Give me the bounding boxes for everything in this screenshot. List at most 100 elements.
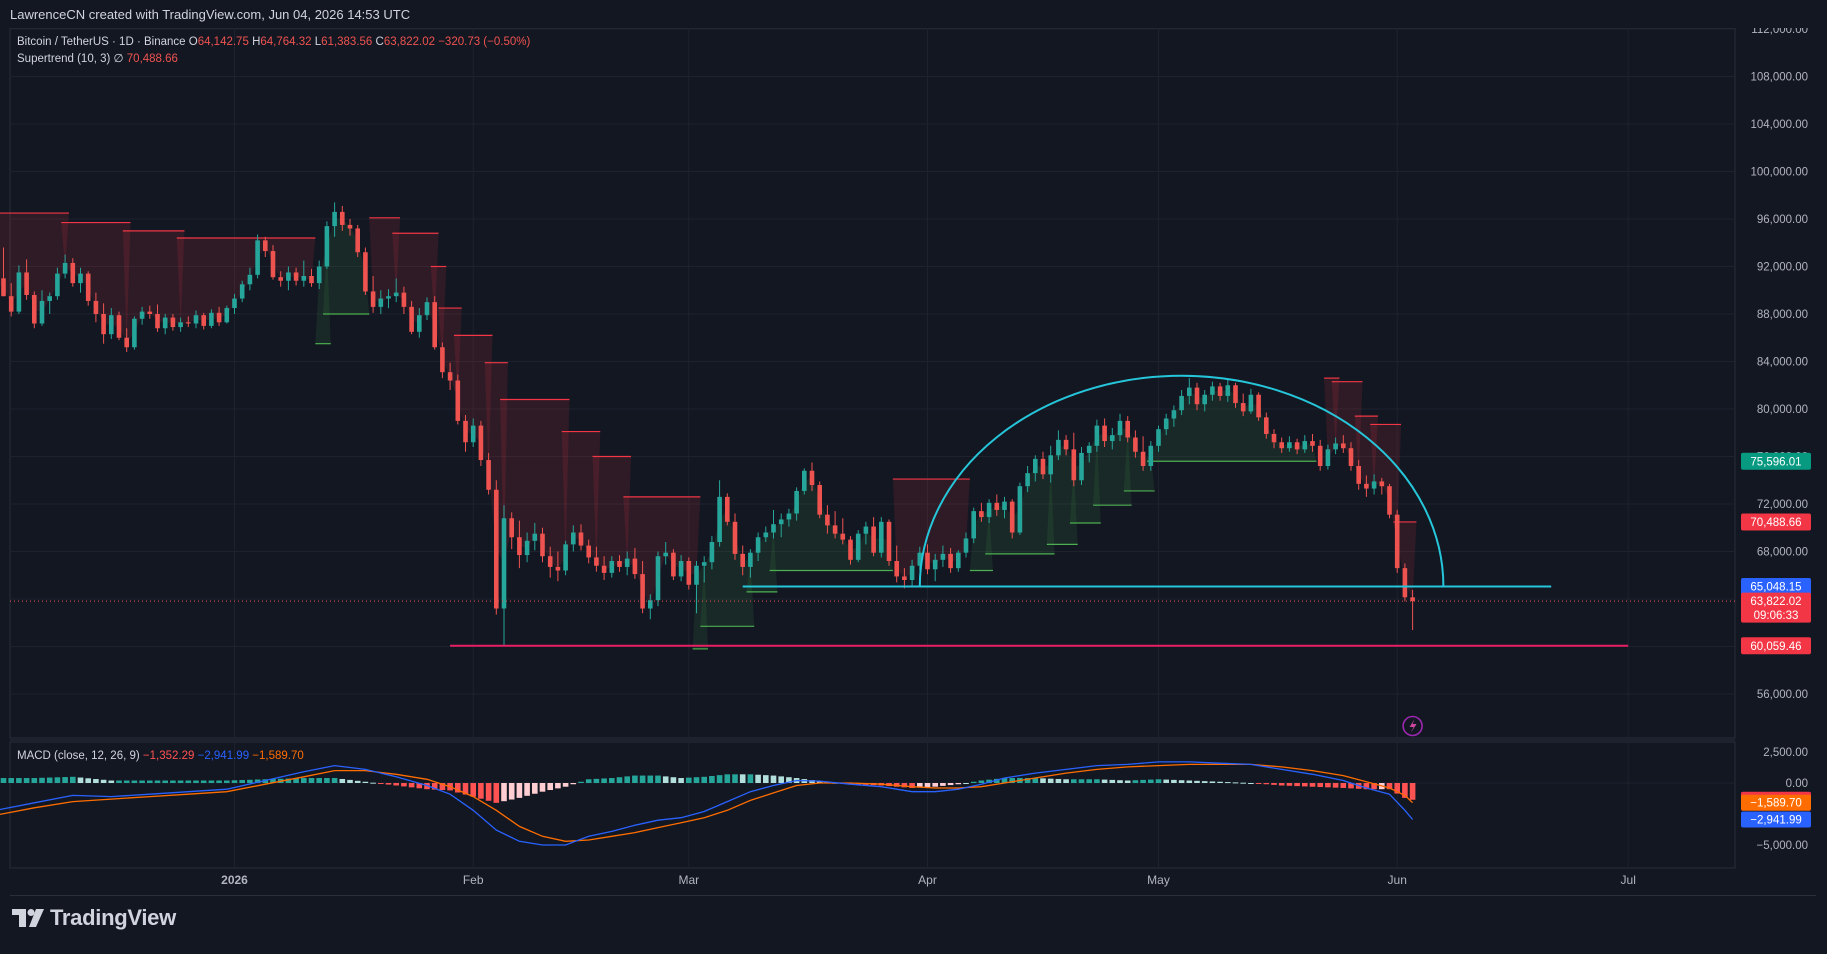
candle[interactable] [39, 290, 45, 326]
candle[interactable] [1171, 405, 1177, 427]
candle[interactable] [1202, 390, 1207, 412]
candle[interactable] [1371, 474, 1377, 495]
candle[interactable] [663, 542, 668, 565]
candle[interactable] [755, 532, 761, 562]
candle[interactable] [1194, 382, 1200, 411]
candle[interactable] [1279, 437, 1284, 453]
supertrend-legend[interactable]: Supertrend (10, 3) ∅ 70,488.66 [17, 53, 178, 65]
candle[interactable] [686, 557, 692, 590]
lightning-icon[interactable] [1402, 715, 1423, 737]
candle[interactable] [1394, 509, 1400, 573]
candle[interactable] [263, 236, 268, 257]
candle[interactable] [1125, 416, 1130, 443]
candle[interactable] [1110, 428, 1115, 450]
candle[interactable] [886, 519, 892, 566]
candle[interactable] [201, 312, 206, 330]
symbol-legend[interactable]: Bitcoin / TetherUS · 1D · Binance O64,14… [17, 36, 530, 762]
candle[interactable] [1187, 378, 1192, 405]
candle[interactable] [855, 530, 861, 563]
candle[interactable] [170, 314, 176, 331]
tradingview-logo[interactable]: TradingView [12, 905, 176, 931]
candle[interactable] [871, 517, 876, 557]
candle[interactable] [355, 224, 360, 257]
candle[interactable] [1302, 435, 1308, 453]
candle[interactable] [1356, 460, 1361, 490]
candle[interactable] [139, 306, 145, 325]
candle[interactable] [555, 551, 561, 582]
candle[interactable] [93, 292, 99, 323]
candle[interactable] [609, 556, 615, 578]
candle[interactable] [1048, 445, 1053, 483]
candle[interactable] [494, 480, 499, 615]
candle[interactable] [286, 266, 291, 291]
macd-legend[interactable]: MACD (close, 12, 26, 9) −1,352.29 −2,941… [17, 750, 304, 762]
candle[interactable] [1056, 430, 1061, 461]
candle[interactable] [594, 546, 599, 572]
candle[interactable] [532, 523, 538, 551]
candle[interactable] [778, 513, 784, 538]
candle[interactable] [301, 260, 307, 287]
candle[interactable] [979, 502, 984, 522]
candle[interactable] [848, 536, 853, 565]
candle[interactable] [409, 300, 414, 335]
candle[interactable] [1079, 447, 1084, 485]
candle[interactable] [932, 553, 938, 582]
candle[interactable] [1163, 413, 1169, 436]
candle[interactable] [332, 202, 337, 237]
candle[interactable] [363, 247, 368, 296]
candle[interactable] [239, 280, 245, 303]
candle[interactable] [463, 414, 468, 452]
candle[interactable] [748, 549, 753, 578]
candle[interactable] [802, 468, 807, 495]
candle[interactable] [1225, 379, 1231, 402]
candle[interactable] [1140, 436, 1146, 471]
candle[interactable] [1271, 429, 1277, 449]
candle[interactable] [247, 267, 253, 291]
candle[interactable] [417, 308, 422, 338]
candle[interactable] [732, 513, 738, 560]
candle[interactable] [1264, 412, 1269, 439]
candle[interactable] [1009, 499, 1015, 539]
candle[interactable] [62, 254, 68, 279]
candle[interactable] [655, 551, 661, 607]
candle[interactable] [209, 309, 214, 329]
candle[interactable] [8, 283, 14, 317]
candle[interactable] [994, 494, 1000, 516]
candle[interactable] [455, 374, 461, 425]
candle[interactable] [293, 267, 299, 286]
candle[interactable] [909, 559, 915, 588]
candle[interactable] [1248, 388, 1254, 414]
candle[interactable] [540, 527, 545, 563]
candle[interactable] [524, 532, 530, 563]
candle[interactable] [24, 259, 29, 300]
candle[interactable] [1348, 442, 1354, 471]
candle[interactable] [894, 545, 899, 583]
candle[interactable] [771, 509, 776, 539]
candle[interactable] [486, 452, 491, 495]
candle[interactable] [640, 561, 645, 614]
candle[interactable] [648, 594, 653, 620]
candle[interactable] [1310, 433, 1315, 452]
candle[interactable] [70, 258, 76, 287]
candle[interactable] [917, 546, 923, 571]
candle[interactable] [786, 508, 792, 527]
candle[interactable] [578, 524, 584, 551]
candle[interactable] [1040, 451, 1046, 480]
candle[interactable] [278, 271, 283, 287]
candle[interactable] [717, 480, 722, 547]
price-axis[interactable]: 112,000.00108,000.00104,000.00100,000.00… [1741, 24, 1811, 701]
candle[interactable] [1410, 589, 1415, 631]
candle[interactable] [725, 493, 730, 526]
candle[interactable] [1071, 432, 1077, 487]
candle[interactable] [678, 555, 684, 582]
candle[interactable] [1256, 392, 1261, 421]
candle[interactable] [563, 540, 568, 576]
candle[interactable] [478, 420, 484, 466]
candle[interactable] [55, 267, 60, 300]
drawings[interactable] [450, 374, 1629, 647]
candle[interactable] [624, 551, 630, 576]
candle[interactable] [1102, 418, 1107, 448]
candle[interactable] [186, 316, 191, 328]
candle[interactable] [255, 234, 260, 279]
candle[interactable] [1094, 419, 1100, 452]
